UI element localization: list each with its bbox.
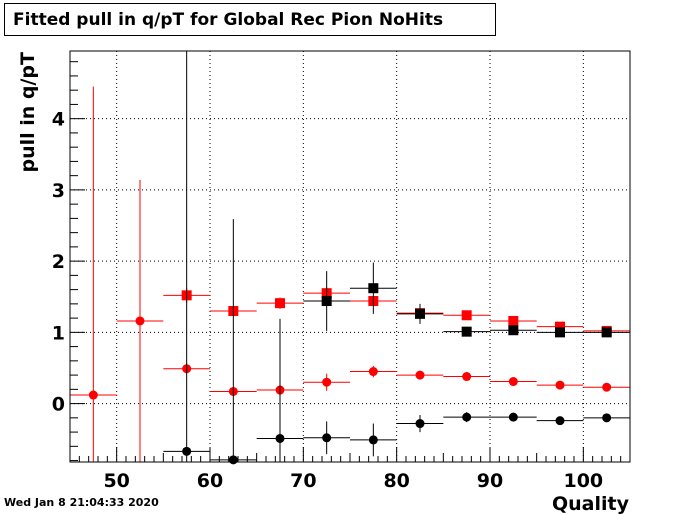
- x-tick-label: 80: [383, 470, 409, 492]
- data-marker-square: [415, 308, 425, 319]
- data-marker-square: [508, 325, 519, 336]
- data-marker-circle: [368, 435, 378, 445]
- y-tick-label: 0: [52, 394, 65, 416]
- tick-labels: 50 60 70 80 90 100 0 1 2 3 4: [52, 109, 603, 492]
- data-marker-square: [321, 296, 332, 307]
- data-marker-square: [368, 283, 379, 294]
- y-axis-title: pull in q/pT: [17, 52, 39, 173]
- data-marker-circle: [555, 380, 565, 390]
- data-marker-circle: [555, 416, 565, 426]
- data-points: [70, 51, 630, 465]
- data-marker-square: [461, 326, 472, 337]
- grid-lines: [70, 51, 630, 462]
- data-marker-circle: [462, 412, 472, 422]
- data-marker-circle: [135, 316, 145, 326]
- x-tick-label: 70: [290, 470, 316, 492]
- data-marker-circle: [415, 370, 425, 380]
- y-tick-label: 1: [52, 322, 65, 344]
- data-marker-circle: [415, 419, 425, 429]
- y-tick-label: 2: [52, 251, 65, 273]
- data-marker-square: [508, 315, 519, 326]
- x-tick-label: 90: [477, 470, 503, 492]
- data-marker-square: [555, 327, 565, 338]
- data-marker-circle: [508, 412, 518, 422]
- x-tick-label: 60: [197, 470, 223, 492]
- data-marker-circle: [602, 413, 612, 423]
- data-marker-square: [461, 310, 472, 321]
- data-marker-circle: [275, 433, 285, 443]
- x-axis-title: Quality: [552, 493, 630, 514]
- y-tick-label: 4: [52, 109, 65, 131]
- data-marker-circle: [602, 382, 612, 392]
- data-marker-circle: [508, 377, 518, 387]
- chart-title: Fitted pull in q/pT for Global Rec Pion …: [13, 10, 444, 30]
- axis-ticks: [70, 61, 631, 462]
- x-tick-label: 100: [563, 470, 603, 492]
- data-marker-circle: [322, 433, 332, 443]
- timestamp: Wed Jan 8 21:04:33 2020: [4, 496, 159, 509]
- data-marker-circle: [228, 455, 238, 465]
- data-marker-square: [601, 327, 612, 338]
- title-box: Fitted pull in q/pT for Global Rec Pion …: [4, 3, 496, 36]
- data-marker-circle: [88, 390, 98, 400]
- plot-frame: [69, 50, 631, 463]
- x-tick-label: 50: [103, 470, 129, 492]
- y-tick-label: 3: [52, 180, 65, 202]
- data-marker-square: [555, 321, 565, 332]
- data-marker-square: [275, 298, 285, 309]
- data-marker-circle: [182, 446, 192, 456]
- data-marker-circle: [462, 372, 472, 382]
- data-marker-circle: [368, 367, 378, 377]
- data-marker-circle: [322, 377, 332, 387]
